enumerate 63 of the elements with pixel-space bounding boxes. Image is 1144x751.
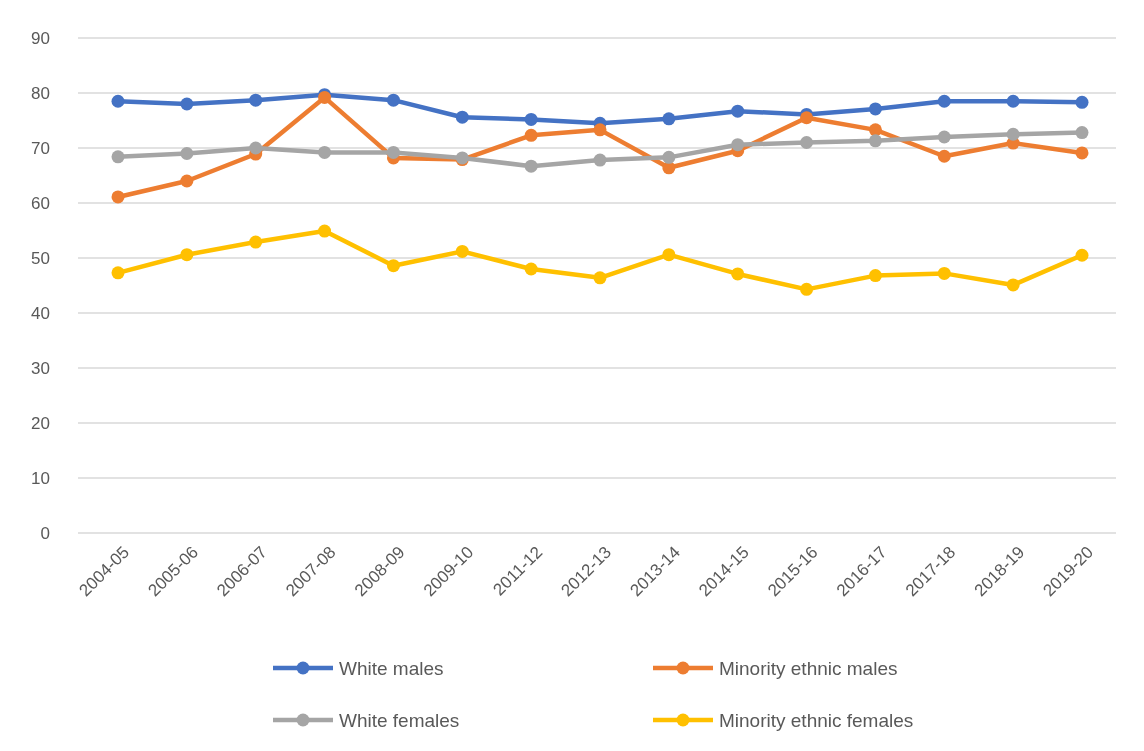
point: [386, 145, 400, 159]
point: [524, 112, 538, 126]
point: [111, 150, 125, 164]
point: [1075, 126, 1089, 140]
point: [318, 145, 332, 159]
y-tick-label: 50: [31, 248, 50, 268]
point: [1006, 94, 1020, 108]
point: [731, 104, 745, 118]
point: [111, 266, 125, 280]
point: [868, 102, 882, 116]
y-tick-label: 0: [40, 523, 50, 543]
point: [455, 110, 469, 124]
point: [731, 138, 745, 152]
point: [249, 93, 263, 107]
point: [180, 97, 194, 111]
point: [180, 174, 194, 188]
point: [1006, 278, 1020, 292]
point: [180, 248, 194, 262]
legend-label: Minority ethnic females: [719, 709, 914, 731]
point: [662, 248, 676, 262]
point: [180, 147, 194, 160]
y-tick-label: 90: [31, 28, 50, 48]
point: [868, 269, 882, 283]
point: [593, 123, 607, 137]
y-tick-label: 70: [31, 138, 50, 158]
point: [249, 235, 263, 249]
point: [111, 190, 125, 204]
point: [868, 123, 882, 137]
point: [662, 150, 676, 164]
point: [593, 153, 607, 167]
point: [524, 159, 538, 173]
legend-label: White females: [339, 709, 460, 731]
y-tick-label: 10: [31, 468, 50, 488]
point: [937, 130, 951, 144]
point: [800, 136, 814, 149]
y-tick-label: 40: [31, 303, 50, 323]
point: [731, 267, 745, 281]
y-tick-label: 60: [31, 193, 50, 213]
point: [1075, 95, 1089, 109]
legend-label: Minority ethnic males: [719, 657, 898, 679]
point: [1075, 146, 1089, 160]
point: [318, 224, 332, 238]
point: [800, 111, 814, 125]
legend-label: White males: [339, 657, 444, 679]
point: [455, 244, 469, 258]
point: [937, 94, 951, 108]
point: [662, 112, 676, 126]
point: [386, 93, 400, 107]
point: [937, 266, 951, 280]
point: [937, 149, 951, 163]
point: [593, 271, 607, 285]
point: [111, 94, 125, 108]
y-tick-label: 20: [31, 413, 50, 433]
point: [249, 141, 263, 155]
point: [800, 282, 814, 296]
point: [386, 259, 400, 273]
point: [524, 128, 538, 142]
y-tick-label: 30: [31, 358, 50, 378]
point: [1006, 127, 1020, 141]
point: [868, 134, 882, 148]
point: [524, 262, 538, 276]
point: [1075, 248, 1089, 262]
y-tick-label: 80: [31, 83, 50, 103]
